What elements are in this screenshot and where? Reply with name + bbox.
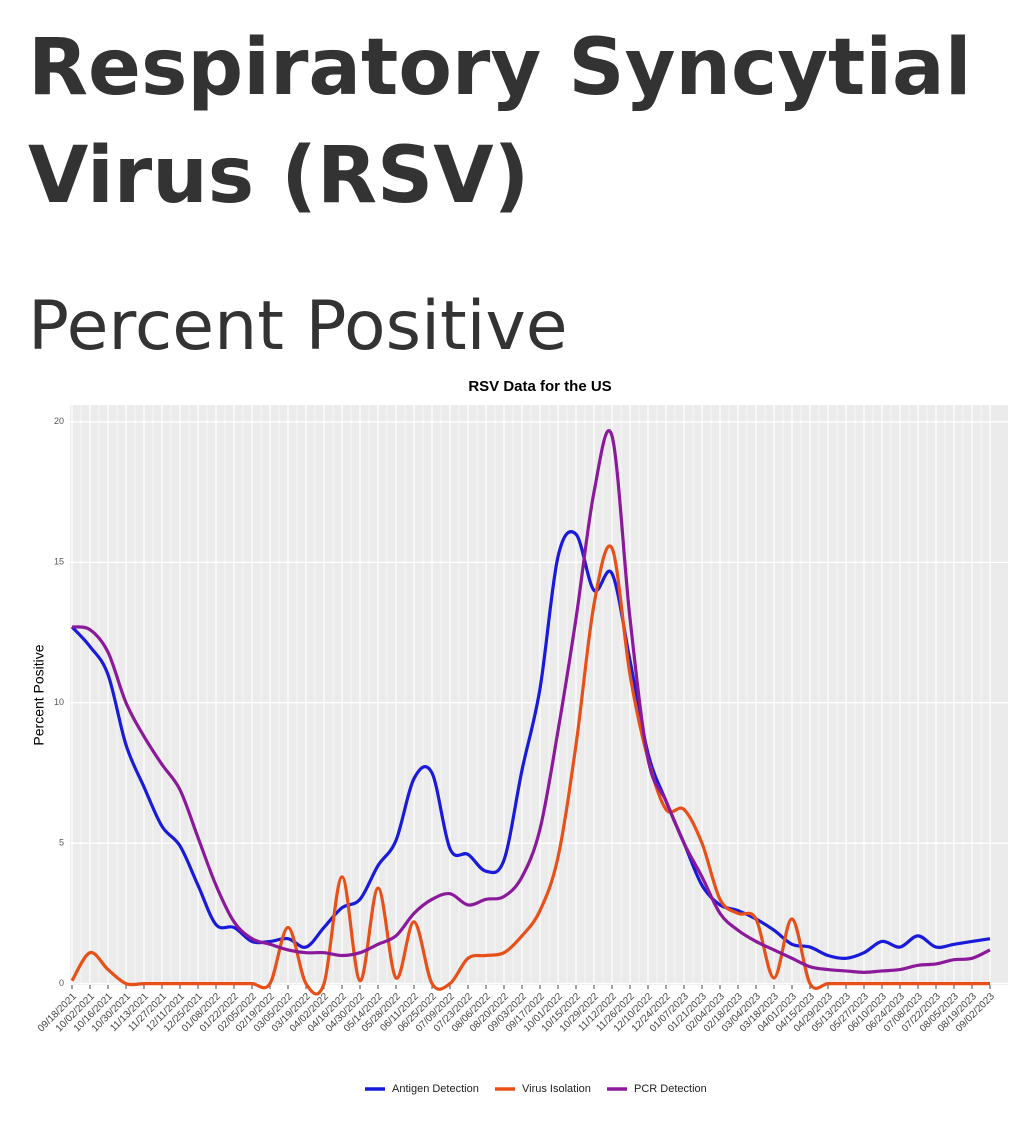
series-line [70, 544, 990, 996]
series-line [71, 429, 991, 974]
chart-title: RSV Data for the US [468, 378, 611, 395]
y-tick-label: 20 [54, 416, 64, 426]
page-title: Respiratory Syncytial Virus (RSV) [28, 23, 972, 221]
legend-label: PCR Detection [634, 1083, 707, 1095]
y-tick-label: 5 [59, 838, 64, 848]
y-tick-label: 0 [59, 978, 64, 988]
y-tick-label: 15 [54, 557, 64, 567]
page-subtitle: Percent Positive [28, 287, 568, 366]
series-line [70, 530, 991, 961]
y-tick-label: 10 [54, 697, 64, 707]
legend-label: Antigen Detection [392, 1083, 479, 1095]
y-axis-label: Percent Positive [31, 644, 47, 745]
legend-label: Virus Isolation [522, 1083, 591, 1095]
